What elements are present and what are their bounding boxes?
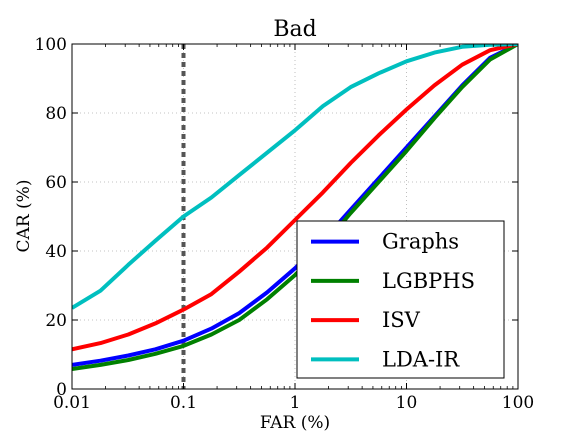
legend-label: LDA-IR — [382, 347, 460, 371]
legend-label: ISV — [382, 308, 421, 332]
y-tick-label: 100 — [35, 35, 67, 55]
y-tick-label: 60 — [45, 173, 67, 193]
x-tick-label: 1 — [290, 393, 301, 413]
series-line-lda-ir — [72, 44, 518, 310]
legend: Graphs LGBPHS ISV LDA-IR — [296, 220, 505, 379]
chart-title: Bad — [273, 17, 316, 42]
ticks: 0.01 0.1 1 10 100 0 20 40 60 80 100 — [35, 35, 535, 413]
y-tick-label: 20 — [45, 311, 67, 331]
x-tick-label: 100 — [502, 393, 534, 413]
series-lines — [72, 44, 518, 371]
x-axis-label: FAR (%) — [260, 413, 330, 432]
y-tick-label: 80 — [45, 104, 67, 124]
series-line-lgbphs — [72, 44, 518, 371]
x-tick-label: 0.01 — [53, 393, 91, 413]
x-tick-label: 10 — [396, 393, 418, 413]
y-axis-label: CAR (%) — [14, 180, 34, 253]
y-tick-label: 40 — [45, 242, 67, 262]
series-line-isv — [72, 44, 518, 352]
y-tick-label: 0 — [56, 380, 67, 400]
x-tick-label: 0.1 — [170, 393, 197, 413]
legend-label: Graphs — [382, 230, 459, 254]
legend-label: LGBPHS — [382, 269, 475, 293]
legend-box — [296, 220, 505, 379]
